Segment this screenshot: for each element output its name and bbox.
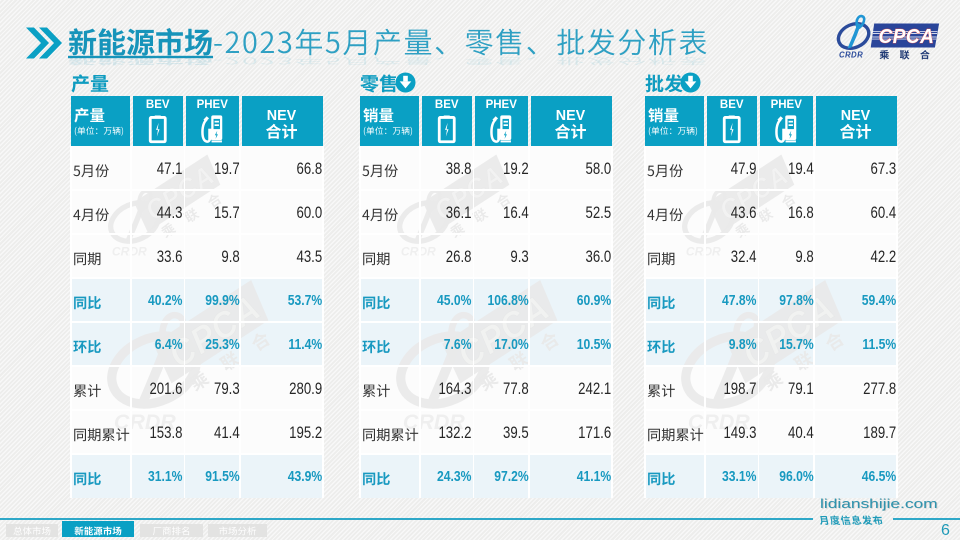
svg-text:NEV: NEV <box>556 108 586 124</box>
svg-text:BEV: BEV <box>435 99 459 111</box>
svg-text:PHEV: PHEV <box>486 99 518 111</box>
svg-text:BEV: BEV <box>146 99 170 111</box>
svg-text:CRDR: CRDR <box>839 51 863 60</box>
svg-text:NEV: NEV <box>267 108 297 124</box>
svg-text:NEV: NEV <box>841 108 871 124</box>
svg-text:BEV: BEV <box>720 99 744 111</box>
svg-text:PHEV: PHEV <box>771 99 803 111</box>
svg-text:PHEV: PHEV <box>197 99 229 111</box>
svg-text:CPCA: CPCA <box>879 26 935 49</box>
